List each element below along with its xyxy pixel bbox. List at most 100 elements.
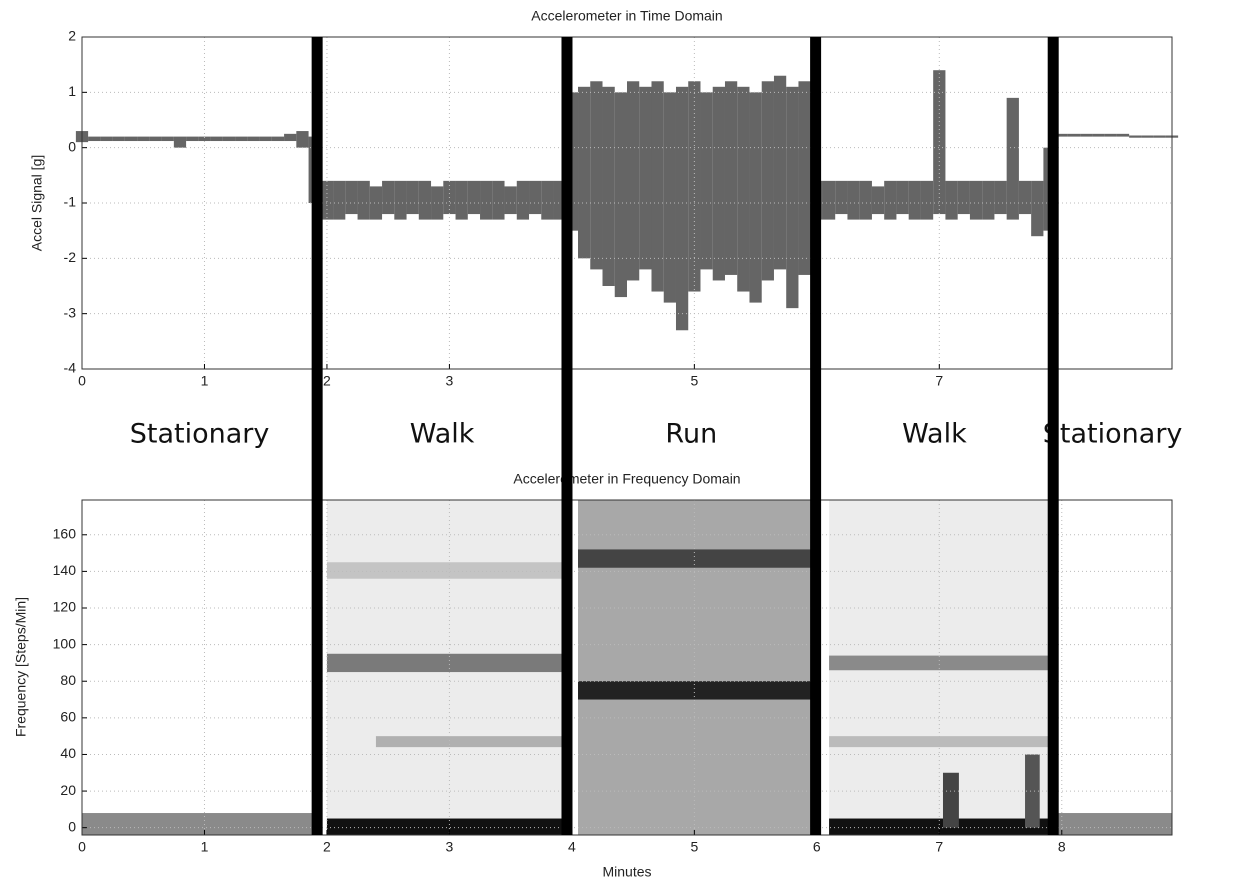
signal-envelope [724,81,738,275]
signal-envelope [700,92,713,270]
signal-envelope [602,86,615,286]
signal-envelope [124,136,138,142]
signal-envelope [773,75,787,270]
signal-envelope [957,180,970,215]
signal-envelope [945,180,958,220]
signal-envelope [88,136,101,142]
frequency-band [578,681,816,700]
signal-envelope [896,180,909,215]
x-tick-label: 3 [446,373,454,389]
y-tick-label: -4 [64,360,77,376]
frequency-band [1055,813,1172,835]
frequency-band [326,562,566,579]
signal-envelope [480,180,493,220]
activity-label: Walk [902,419,967,450]
y-axis-label: Accel Signal [g] [29,155,45,252]
signal-envelope [1104,133,1117,137]
x-tick-label: 6 [813,839,821,855]
x-tick-label: 3 [446,839,454,855]
signal-envelope [737,86,750,292]
frequency-band [829,736,1050,748]
frequency-band [1025,754,1040,828]
signal-envelope [933,70,946,215]
signal-envelope [688,81,701,292]
plot-frame [81,36,1173,370]
signal-envelope [467,180,481,215]
y-tick-label: 120 [53,599,77,615]
x-tick-label: 2 [323,373,331,389]
y-tick-label: 40 [60,745,76,761]
signal-envelope [333,180,346,220]
signal-envelope [394,180,407,220]
signal-envelope [712,86,725,281]
frequency-band [326,653,566,673]
y-tick-label: -2 [64,249,77,265]
signal-envelope [100,136,113,142]
y-tick-label: 160 [53,525,77,541]
signal-envelope [1141,135,1154,138]
y-axis-label: Frequency [Steps/Min] [13,597,29,737]
signal-envelope [639,86,652,270]
signal-envelope [112,136,125,142]
y-tick-label: -3 [64,304,77,320]
signal-envelope [786,86,799,309]
x-tick-label: 2 [323,839,331,855]
activity-label: Run [665,419,717,450]
signal-envelope [908,180,921,220]
y-tick-label: 20 [60,782,76,798]
y-tick-label: 0 [68,138,76,154]
signal-envelope [627,81,640,281]
signal-envelope [296,131,309,148]
signal-envelope [1031,180,1044,237]
frequency-band [326,818,566,835]
signal-envelope [271,136,285,142]
signal-envelope [969,180,983,220]
signal-envelope [835,180,848,215]
signal-envelope [345,180,358,215]
y-tick-label: 2 [68,28,76,44]
signal-envelope [406,180,419,215]
signal-envelope [1006,97,1019,220]
signal-envelope [149,136,162,142]
signal-envelope [994,180,1007,215]
signal-envelope [320,180,334,220]
signal-envelope [431,186,444,220]
x-axis-label: Minutes [602,864,651,880]
frequency-band [829,818,1050,835]
signal-envelope [516,180,530,220]
signal-envelope [210,136,223,142]
signal-envelope [590,81,603,270]
signal-envelope [1018,180,1032,215]
signal-envelope [651,81,664,292]
signal-envelope [859,180,872,220]
signal-envelope [847,180,860,220]
signal-envelope [1129,135,1142,138]
signal-envelope [1092,133,1105,137]
signal-envelope [578,86,591,259]
signal-envelope [920,180,934,220]
signal-envelope [198,136,211,142]
y-tick-label: 140 [53,562,77,578]
signal-envelope [504,186,517,215]
x-tick-label: 7 [935,839,943,855]
signal-envelope [247,136,260,142]
x-tick-label: 0 [78,839,86,855]
frequency-band [82,813,315,835]
signal-envelope [871,186,885,215]
signal-envelope [284,133,297,142]
activity-label: Walk [410,419,475,450]
y-tick-label: 80 [60,672,76,688]
signal-envelope [675,86,689,331]
signal-envelope [541,180,554,220]
signal-envelope [382,180,395,215]
signal-envelope [369,186,383,220]
plot-frame [81,499,1173,836]
frequency-band [942,772,959,828]
y-tick-label: -1 [64,194,77,210]
signal-envelope [884,180,897,220]
signal-envelope [1080,133,1093,137]
x-tick-label: 4 [568,839,576,855]
signal-envelope [761,81,774,281]
signal-envelope [455,180,468,220]
